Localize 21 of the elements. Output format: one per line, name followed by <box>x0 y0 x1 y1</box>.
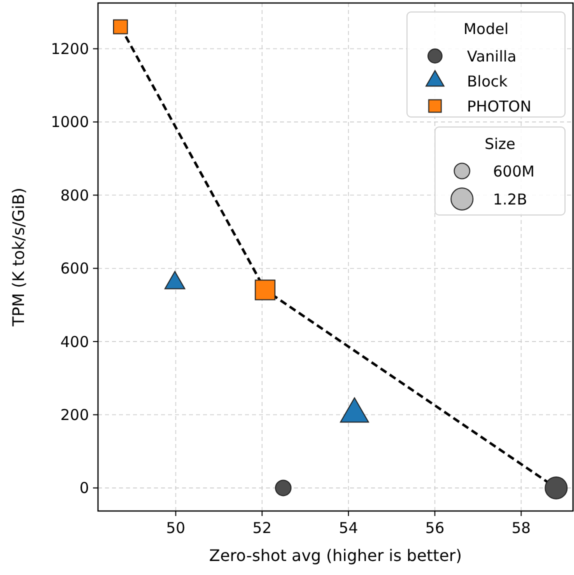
x-tick-label: 50 <box>166 519 186 537</box>
x-tick-label: 56 <box>425 519 444 537</box>
y-tick-label: 0 <box>79 479 89 498</box>
x-axis-title: Zero-shot avg (higher is better) <box>209 546 462 565</box>
x-tick-label: 52 <box>252 519 272 537</box>
y-tick-label: 1200 <box>50 40 89 58</box>
y-tick-label: 800 <box>60 186 89 204</box>
annotation: Size <box>484 135 516 153</box>
legend-label: 600M <box>493 162 535 180</box>
legend-label: PHOTON <box>467 97 532 116</box>
legend-label: 1.2B <box>493 190 528 208</box>
y-tick-label: 400 <box>60 332 89 351</box>
x-tick-label: 54 <box>338 519 358 537</box>
x-tick-label: 58 <box>512 519 531 537</box>
legend-title: Model <box>463 20 509 38</box>
legend-label: Vanilla <box>467 47 516 66</box>
y-tick-label: 1000 <box>50 113 89 132</box>
y-tick-label: 200 <box>60 406 89 424</box>
y-tick-label: 600 <box>60 260 89 278</box>
y-axis-title: TPM (K tok/s/GiB) <box>9 188 28 328</box>
legend-label: Block <box>467 72 508 90</box>
